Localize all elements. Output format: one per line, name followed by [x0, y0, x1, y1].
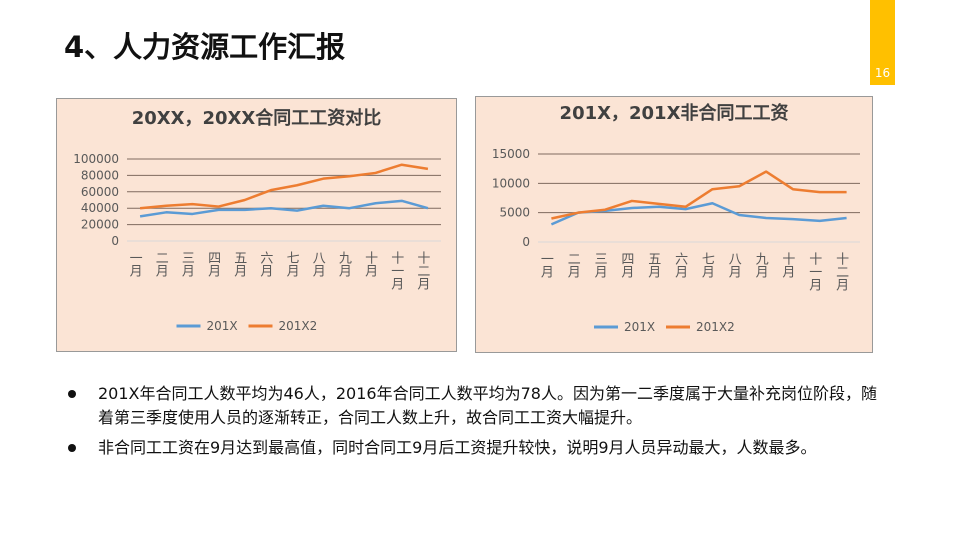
x-tick-label: 十二月 [833, 252, 849, 292]
series-line-201X [550, 202, 847, 226]
x-tick-label: 十二月 [414, 251, 430, 291]
series-line-201X2 [139, 163, 429, 210]
y-tick-label: 0 [522, 235, 530, 249]
x-tick-label: 六月 [672, 252, 688, 279]
page-number: 16 [874, 66, 891, 80]
bullet-text: 非合同工工资在9月达到最高值，同时合同工9月后工资提升较快，说明9月人员异动最大… [98, 438, 817, 457]
bullet-list: 201X年合同工人数平均为46人，2016年合同工人数平均为78人。因为第一二季… [66, 382, 886, 466]
chart-title: 20XX，20XX合同工工资对比 [132, 107, 382, 129]
y-tick-label: 0 [111, 234, 119, 248]
y-tick-label: 100000 [73, 152, 119, 166]
page-number-bar [870, 0, 895, 85]
x-tick-label: 五月 [645, 252, 661, 279]
x-tick-label: 八月 [310, 251, 326, 278]
chart-svg: 201X，201X非合同工工资 0 5000 10000 15000 一月 二月 三月 四月 五月… [492, 102, 860, 334]
x-tick-label: 三月 [179, 251, 195, 278]
y-tick-label: 20000 [81, 218, 119, 232]
series-line-201X [139, 199, 429, 218]
x-tick-label: 八月 [726, 252, 742, 279]
chart-noncontract-wages: 201X，201X非合同工工资 0 5000 10000 15000 一月 二月 三月 四月 五月… [475, 96, 873, 353]
x-tick-label: 十一月 [806, 252, 822, 292]
y-tick-label: 5000 [499, 206, 530, 220]
bullet-text: 201X年合同工人数平均为46人，2016年合同工人数平均为78人。因为第一二季… [98, 384, 877, 427]
x-tick-label: 十月 [779, 252, 795, 279]
x-tick-label: 一月 [538, 252, 554, 279]
bullet-item: 非合同工工资在9月达到最高值，同时合同工9月后工资提升较快，说明9月人员异动最大… [66, 436, 886, 460]
x-tick-label: 六月 [257, 251, 273, 278]
legend-label: 201X [624, 320, 655, 334]
x-tick-label: 十一月 [388, 251, 404, 291]
legend-label: 201X2 [279, 319, 318, 333]
x-tick-label: 九月 [336, 251, 352, 278]
x-tick-label: 二月 [153, 251, 169, 278]
x-tick-label: 九月 [753, 252, 769, 279]
y-tick-label: 80000 [81, 168, 119, 182]
y-tick-label: 60000 [81, 185, 119, 199]
x-tick-label: 十月 [362, 251, 378, 278]
legend-label: 201X [207, 319, 238, 333]
x-tick-label: 二月 [565, 252, 581, 279]
x-tick-label: 五月 [231, 251, 247, 278]
bullet-dot-icon [68, 444, 76, 452]
x-tick-label: 一月 [127, 251, 143, 278]
y-tick-label: 40000 [81, 201, 119, 215]
chart-title: 201X，201X非合同工工资 [560, 102, 789, 124]
bullet-dot-icon [68, 390, 76, 398]
chart-svg: 20XX，20XX合同工工资对比 0 20000 40000 60000 80000 100… [73, 107, 441, 333]
bullet-item: 201X年合同工人数平均为46人，2016年合同工人数平均为78人。因为第一二季… [66, 382, 886, 430]
legend-label: 201X2 [696, 320, 735, 334]
series-line-201X2 [551, 170, 847, 220]
x-tick-label: 四月 [205, 251, 221, 278]
y-tick-label: 15000 [492, 147, 530, 161]
x-tick-label: 四月 [618, 252, 634, 279]
x-tick-label: 七月 [284, 251, 300, 278]
x-tick-label: 七月 [699, 252, 715, 279]
x-tick-label: 三月 [592, 252, 608, 279]
y-tick-label: 10000 [492, 176, 530, 190]
chart-contract-wages: 20XX，20XX合同工工资对比 0 20000 40000 60000 80000 100… [56, 98, 457, 352]
page-title: 4、人力资源工作汇报 [64, 30, 346, 64]
